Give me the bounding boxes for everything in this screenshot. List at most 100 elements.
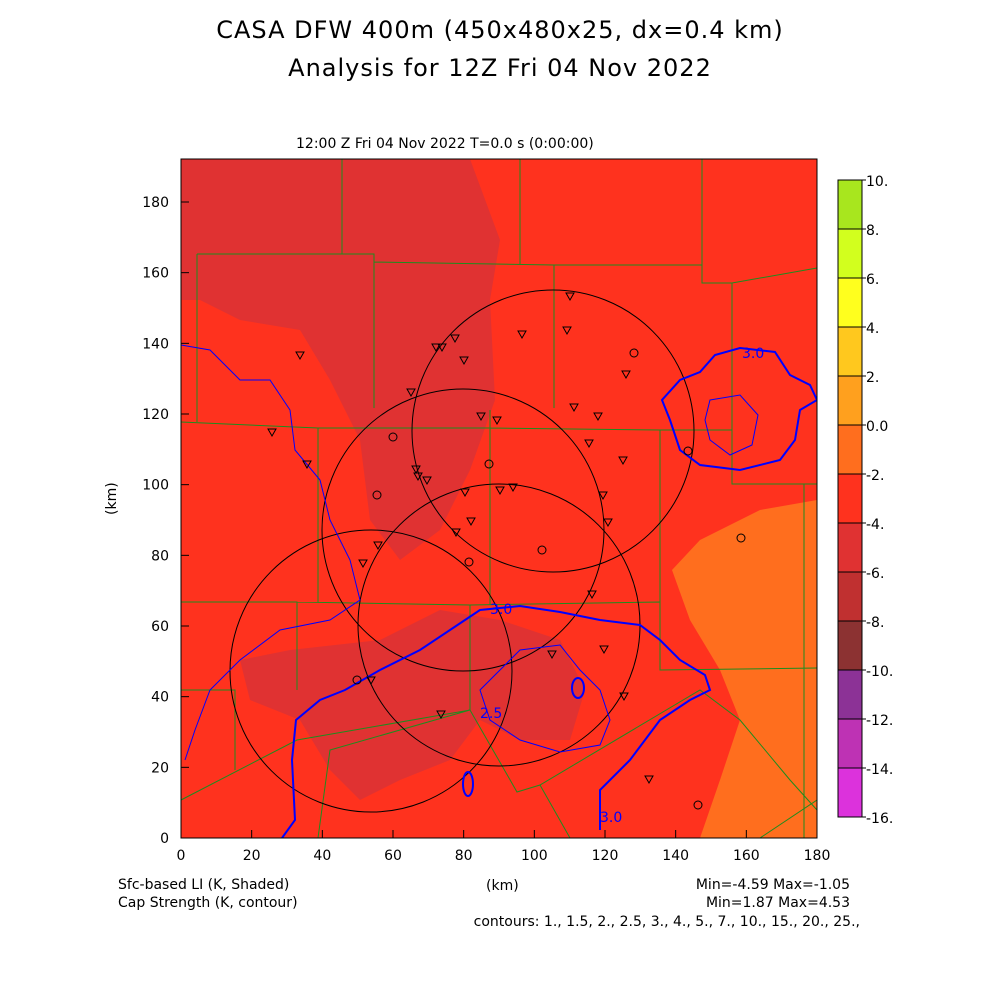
- station-triangle-icon: [562, 326, 572, 336]
- cap-strength-contours: [181, 344, 817, 838]
- station-pentagon-icon: [352, 675, 362, 685]
- station-triangle-icon: [373, 541, 383, 551]
- station-triangle-icon: [366, 676, 376, 686]
- station-triangle-icon: [587, 590, 597, 600]
- x-axis-ticks: 0 20 40 60 80 100 120 140 160 180: [177, 830, 831, 864]
- station-triangle-icon: [569, 403, 579, 413]
- station-triangle-icon: [406, 388, 416, 398]
- station-triangle-icon: [431, 343, 441, 353]
- station-triangle-icon: [437, 343, 447, 353]
- shaded-field: [181, 159, 817, 838]
- station-triangle-icon: [619, 692, 629, 702]
- station-triangle-icon: [460, 488, 470, 498]
- colorbar-bin: [837, 767, 863, 818]
- colorbar-bin: [837, 277, 863, 328]
- x-tick-label: 120: [592, 848, 619, 864]
- station-triangle-icon: [422, 476, 432, 486]
- x-tick-label: 40: [313, 848, 331, 864]
- colorbar-label: 6.: [866, 272, 879, 288]
- colorbar-bin: [837, 473, 863, 524]
- station-pentagon-icon: [484, 459, 494, 469]
- station-triangle-icon: [598, 491, 608, 501]
- x-tick-label: 160: [733, 848, 760, 864]
- station-triangle-icon: [302, 460, 312, 470]
- colorbar-bin: [837, 620, 863, 671]
- station-pentagon-icon: [629, 348, 639, 358]
- station-triangle-icon: [411, 465, 421, 475]
- colorbar-bin: [837, 571, 863, 622]
- colorbar-label: -6.: [866, 566, 884, 582]
- contour-label: 3.0: [600, 810, 622, 826]
- y-tick-label: 20: [151, 760, 169, 776]
- station-triangle-icon: [547, 650, 557, 660]
- colorbar-label: -4.: [866, 517, 884, 533]
- y-tick-label: 0: [160, 831, 169, 847]
- contour-label-group: 3.0 3.0 2.5 3.0: [480, 346, 764, 826]
- contour-label: 3.0: [742, 346, 764, 362]
- station-triangle-icon: [466, 517, 476, 527]
- station-triangle-icon: [476, 412, 486, 422]
- colorbar-label: 0.0: [866, 419, 888, 435]
- colorbar-bin: [837, 669, 863, 720]
- station-triangle-icon: [621, 370, 631, 380]
- station-triangle-icon: [436, 710, 446, 720]
- x-axis-label: (km): [486, 878, 519, 894]
- station-triangle-icon: [565, 292, 575, 302]
- colorbar-label: -10.: [866, 664, 893, 680]
- station-pentagon-icon: [372, 490, 382, 500]
- x-tick-label: 20: [243, 848, 261, 864]
- station-pentagon-icon: [464, 557, 474, 567]
- y-tick-label: 60: [151, 619, 169, 635]
- x-tick-label: 60: [384, 848, 402, 864]
- y-tick-label: 120: [142, 407, 169, 423]
- county-boundaries: [181, 159, 817, 838]
- x-tick-label: 0: [177, 848, 186, 864]
- station-markers: [267, 292, 746, 810]
- station-triangle-icon: [450, 334, 460, 344]
- colorbar-label: -2.: [866, 468, 884, 484]
- radar-range-rings: [229, 289, 695, 813]
- station-triangle-icon: [413, 472, 423, 482]
- colorbar-label: -12.: [866, 713, 893, 729]
- colorbar-bin: [837, 228, 863, 279]
- colorbar-bin: [837, 718, 863, 769]
- colorbar-label: -8.: [866, 615, 884, 631]
- y-axis-label: (km): [104, 482, 120, 515]
- y-tick-label: 40: [151, 690, 169, 706]
- station-triangle-icon: [495, 486, 505, 496]
- colorbar-label: -14.: [866, 762, 893, 778]
- colorbar-bin: [837, 326, 863, 377]
- y-tick-label: 80: [151, 548, 169, 564]
- station-triangle-icon: [358, 559, 368, 569]
- y-tick-label: 180: [142, 195, 169, 211]
- colorbar: 10. 8. 6. 4. 2. 0.0 -2. -4. -6. -8. -10. -12. -14. -1…: [837, 174, 893, 827]
- field-region-dark-sw: [240, 610, 585, 800]
- field-region-dark-nw: [181, 159, 500, 560]
- footer-shaded-minmax: Min=-4.59 Max=-1.05: [695, 877, 850, 893]
- station-triangle-icon: [599, 645, 609, 655]
- station-triangle-icon: [459, 356, 469, 366]
- contour-label: 2.5: [480, 706, 502, 722]
- colorbar-bin: [837, 424, 863, 475]
- station-triangle-icon: [618, 456, 628, 466]
- station-pentagon-icon: [693, 800, 703, 810]
- x-tick-label: 180: [804, 848, 831, 864]
- x-tick-label: 140: [662, 848, 689, 864]
- station-pentagon-icon: [388, 432, 398, 442]
- footer-shaded-field: Sfc-based LI (K, Shaded): [118, 877, 290, 893]
- colorbar-label: 4.: [866, 321, 879, 337]
- y-tick-label: 140: [142, 336, 169, 352]
- station-triangle-icon: [603, 518, 613, 528]
- title-line-2: Analysis for 12Z Fri 04 Nov 2022: [288, 54, 712, 82]
- x-tick-label: 100: [521, 848, 548, 864]
- x-tick-label: 80: [455, 848, 473, 864]
- y-tick-label: 100: [142, 478, 169, 494]
- station-triangle-icon: [644, 775, 654, 785]
- colorbar-label: 10.: [866, 174, 888, 190]
- station-triangle-icon: [508, 483, 518, 493]
- footer-contour-minmax: Min=1.87 Max=4.53: [705, 895, 850, 911]
- title-line-1: CASA DFW 400m (450x480x25, dx=0.4 km): [216, 16, 784, 44]
- station-pentagon-icon: [683, 446, 693, 456]
- station-triangle-icon: [517, 330, 527, 340]
